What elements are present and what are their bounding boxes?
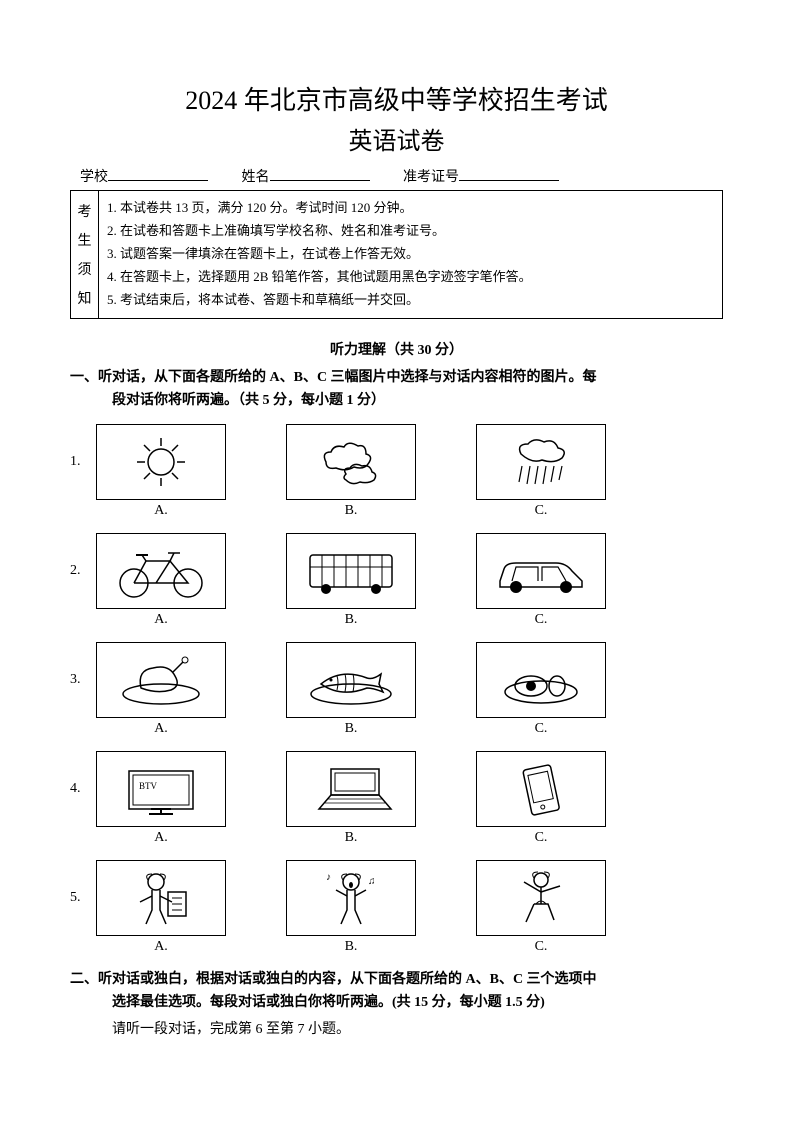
q-number: 5.	[70, 860, 96, 906]
school-label: 学校	[80, 170, 108, 185]
q1-line1: 一、听对话，从下面各题所给的 A、B、C 三幅图片中选择与对话内容相符的图片。每	[70, 370, 597, 385]
option-label: A.	[154, 503, 168, 519]
notice-char: 知	[78, 288, 92, 308]
option-label: A.	[154, 830, 168, 846]
rain-icon	[476, 424, 606, 500]
q1-line2: 段对话你将听两遍。（共 5 分，每小题 1 分）	[70, 390, 723, 412]
options-row: A. B. C.	[96, 424, 723, 519]
option-label: C.	[535, 830, 548, 846]
option-label: C.	[535, 939, 548, 955]
chicken-plate-icon	[96, 642, 226, 718]
q-number: 1.	[70, 424, 96, 470]
notice-char: 考	[78, 201, 92, 221]
option-a[interactable]: A.	[96, 860, 226, 955]
girl-dance-icon	[476, 860, 606, 936]
svg-text:♫: ♫	[368, 876, 376, 887]
option-label: A.	[154, 939, 168, 955]
cloud-icon	[286, 424, 416, 500]
option-b[interactable]: B.	[286, 533, 416, 628]
option-c[interactable]: C.	[476, 860, 606, 955]
options-row: A. B. C.	[96, 533, 723, 628]
option-label: B.	[345, 939, 358, 955]
option-b[interactable]: B.	[286, 424, 416, 519]
phone-icon	[476, 751, 606, 827]
notice-item: 3. 试题答案一律填涂在答题卡上，在试卷上作答无效。	[107, 243, 714, 265]
notice-item: 5. 考试结束后，将本试卷、答题卡和草稿纸一并交回。	[107, 289, 714, 311]
sun-icon	[96, 424, 226, 500]
question-1-header: 一、听对话，从下面各题所给的 A、B、C 三幅图片中选择与对话内容相符的图片。每…	[70, 367, 723, 412]
car-icon	[476, 533, 606, 609]
notice-item: 2. 在试卷和答题卡上准确填写学校名称、姓名和准考证号。	[107, 220, 714, 242]
question-row-2: 2. A. B. C.	[70, 533, 723, 628]
option-b[interactable]: B.	[286, 751, 416, 846]
svg-text:♪: ♪	[326, 872, 331, 883]
bus-icon	[286, 533, 416, 609]
q2-line1: 二、听对话或独白，根据对话或独白的内容，从下面各题所给的 A、B、C 三个选项中	[70, 972, 597, 987]
listening-section-title: 听力理解（共 30 分）	[70, 339, 723, 359]
option-label: A.	[154, 612, 168, 628]
girl-read-icon	[96, 860, 226, 936]
question-row-4: 4. BTV A. B. C.	[70, 751, 723, 846]
options-row: A. B. C.	[96, 642, 723, 737]
options-row: A. ♪♫ B. C.	[96, 860, 723, 955]
name-blank[interactable]	[270, 180, 370, 181]
q2-line2: 选择最佳选项。每段对话或独白你将听两遍。(共 15 分，每小题 1.5 分)	[70, 992, 723, 1014]
question-2-header: 二、听对话或独白，根据对话或独白的内容，从下面各题所给的 A、B、C 三个选项中…	[70, 969, 723, 1014]
question-row-1: 1. A. B. C.	[70, 424, 723, 519]
option-b[interactable]: B.	[286, 642, 416, 737]
option-label: B.	[345, 830, 358, 846]
q-number: 2.	[70, 533, 96, 579]
option-label: B.	[345, 612, 358, 628]
option-a[interactable]: BTV A.	[96, 751, 226, 846]
option-label: C.	[535, 612, 548, 628]
egg-plate-icon	[476, 642, 606, 718]
notice-box: 考 生 须 知 1. 本试卷共 13 页，满分 120 分。考试时间 120 分…	[70, 190, 723, 319]
q2-sub-instruction: 请听一段对话，完成第 6 至第 7 小题。	[70, 1018, 723, 1038]
student-info-line: 学校 姓名 准考证号	[70, 166, 723, 186]
q-number: 4.	[70, 751, 96, 797]
bike-icon	[96, 533, 226, 609]
option-c[interactable]: C.	[476, 642, 606, 737]
option-label: C.	[535, 503, 548, 519]
notice-side-label: 考 生 须 知	[71, 191, 99, 318]
notice-item: 1. 本试卷共 13 页，满分 120 分。考试时间 120 分钟。	[107, 197, 714, 219]
notice-char: 生	[78, 230, 92, 250]
exam-title-sub: 英语试卷	[70, 121, 723, 156]
option-label: A.	[154, 721, 168, 737]
option-a[interactable]: A.	[96, 533, 226, 628]
fish-plate-icon	[286, 642, 416, 718]
options-row: BTV A. B. C.	[96, 751, 723, 846]
notice-char: 须	[78, 259, 92, 279]
option-c[interactable]: C.	[476, 424, 606, 519]
option-c[interactable]: C.	[476, 751, 606, 846]
option-label: C.	[535, 721, 548, 737]
school-blank[interactable]	[108, 180, 208, 181]
question-row-3: 3. A. B. C.	[70, 642, 723, 737]
option-a[interactable]: A.	[96, 424, 226, 519]
option-label: B.	[345, 721, 358, 737]
girl-sing-icon: ♪♫	[286, 860, 416, 936]
option-a[interactable]: A.	[96, 642, 226, 737]
svg-text:BTV: BTV	[139, 781, 158, 791]
ticket-label: 准考证号	[403, 170, 459, 185]
option-c[interactable]: C.	[476, 533, 606, 628]
notice-content: 1. 本试卷共 13 页，满分 120 分。考试时间 120 分钟。 2. 在试…	[99, 191, 722, 318]
tv-icon: BTV	[96, 751, 226, 827]
notice-item: 4. 在答题卡上，选择题用 2B 铅笔作答，其他试题用黑色字迹签字笔作答。	[107, 266, 714, 288]
ticket-blank[interactable]	[459, 180, 559, 181]
option-label: B.	[345, 503, 358, 519]
name-label: 姓名	[242, 170, 270, 185]
laptop-icon	[286, 751, 416, 827]
option-b[interactable]: ♪♫ B.	[286, 860, 416, 955]
exam-title-main: 2024 年北京市高级中等学校招生考试	[70, 80, 723, 117]
question-row-5: 5. A. ♪♫ B. C.	[70, 860, 723, 955]
q-number: 3.	[70, 642, 96, 688]
